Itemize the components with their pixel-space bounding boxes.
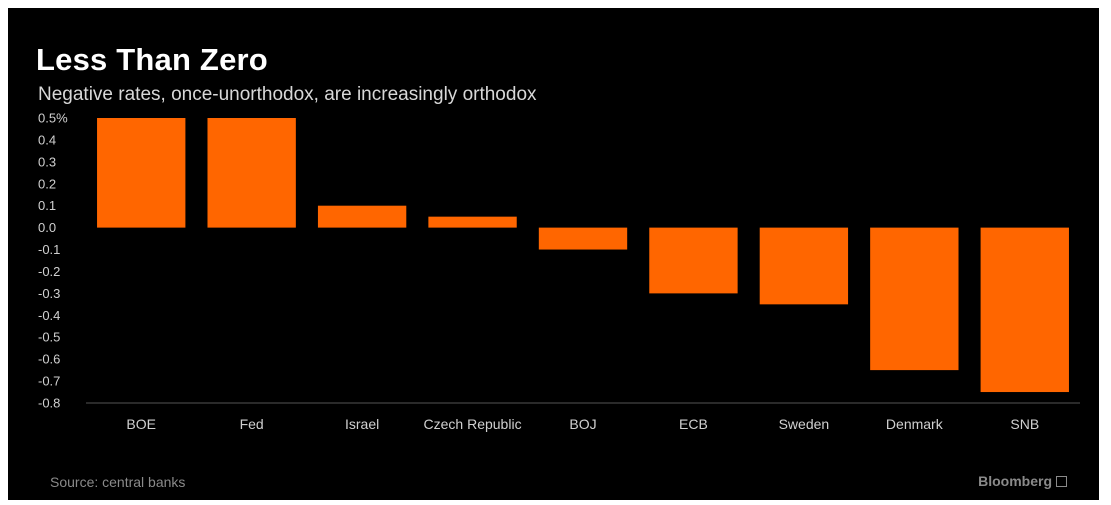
y-tick-label: -0.5 bbox=[38, 330, 60, 345]
y-tick-label: -0.2 bbox=[38, 264, 60, 279]
y-tick-label: -0.7 bbox=[38, 374, 60, 389]
brand-text: Bloomberg bbox=[978, 473, 1052, 489]
x-category-label: Czech Republic bbox=[424, 416, 522, 432]
brand-label: Bloomberg bbox=[978, 473, 1067, 489]
bar-boj bbox=[538, 227, 628, 250]
x-category-label: Fed bbox=[240, 416, 264, 432]
x-category-label: Israel bbox=[345, 416, 379, 432]
source-note: Source: central banks bbox=[50, 474, 186, 490]
bar-sweden bbox=[759, 227, 849, 305]
y-tick-label: 0.5% bbox=[38, 111, 68, 126]
x-category-label: BOJ bbox=[569, 416, 596, 432]
y-tick-label: -0.1 bbox=[38, 242, 60, 257]
y-tick-label: -0.3 bbox=[38, 286, 60, 301]
y-tick-label: -0.8 bbox=[38, 396, 60, 411]
y-tick-label: -0.4 bbox=[38, 308, 60, 323]
bar-snb bbox=[980, 227, 1069, 393]
y-tick-label: 0.0 bbox=[38, 220, 56, 235]
bar-fed bbox=[207, 118, 296, 228]
x-category-label: ECB bbox=[679, 416, 708, 432]
y-tick-label: 0.4 bbox=[38, 132, 56, 147]
y-tick-label: -0.6 bbox=[38, 352, 60, 367]
chart-frame: Less Than Zero Negative rates, once-unor… bbox=[8, 8, 1099, 500]
bar-israel bbox=[317, 205, 407, 228]
chart-title: Less Than Zero bbox=[36, 42, 268, 77]
y-tick-label: 0.3 bbox=[38, 154, 56, 169]
bar-chart: 0.5% 0.4 0.3 0.2 0.1 0.0 -0.1 -0.2 -0.3 -0.4 -0.5 -… bbox=[38, 111, 1080, 432]
bar-ecb bbox=[649, 227, 738, 294]
bar-boe bbox=[97, 118, 186, 228]
y-tick-label: 0.1 bbox=[38, 198, 56, 213]
bar-czech-republic bbox=[428, 216, 517, 228]
x-category-label: Denmark bbox=[886, 416, 944, 432]
y-tick-label: 0.2 bbox=[38, 176, 56, 191]
x-category-label: BOE bbox=[126, 416, 156, 432]
chart-subtitle: Negative rates, once-unorthodox, are inc… bbox=[38, 84, 537, 105]
x-category-label: SNB bbox=[1010, 416, 1039, 432]
bloomberg-logo-icon bbox=[1056, 476, 1067, 487]
bar-denmark bbox=[870, 227, 959, 371]
x-category-label: Sweden bbox=[779, 416, 830, 432]
